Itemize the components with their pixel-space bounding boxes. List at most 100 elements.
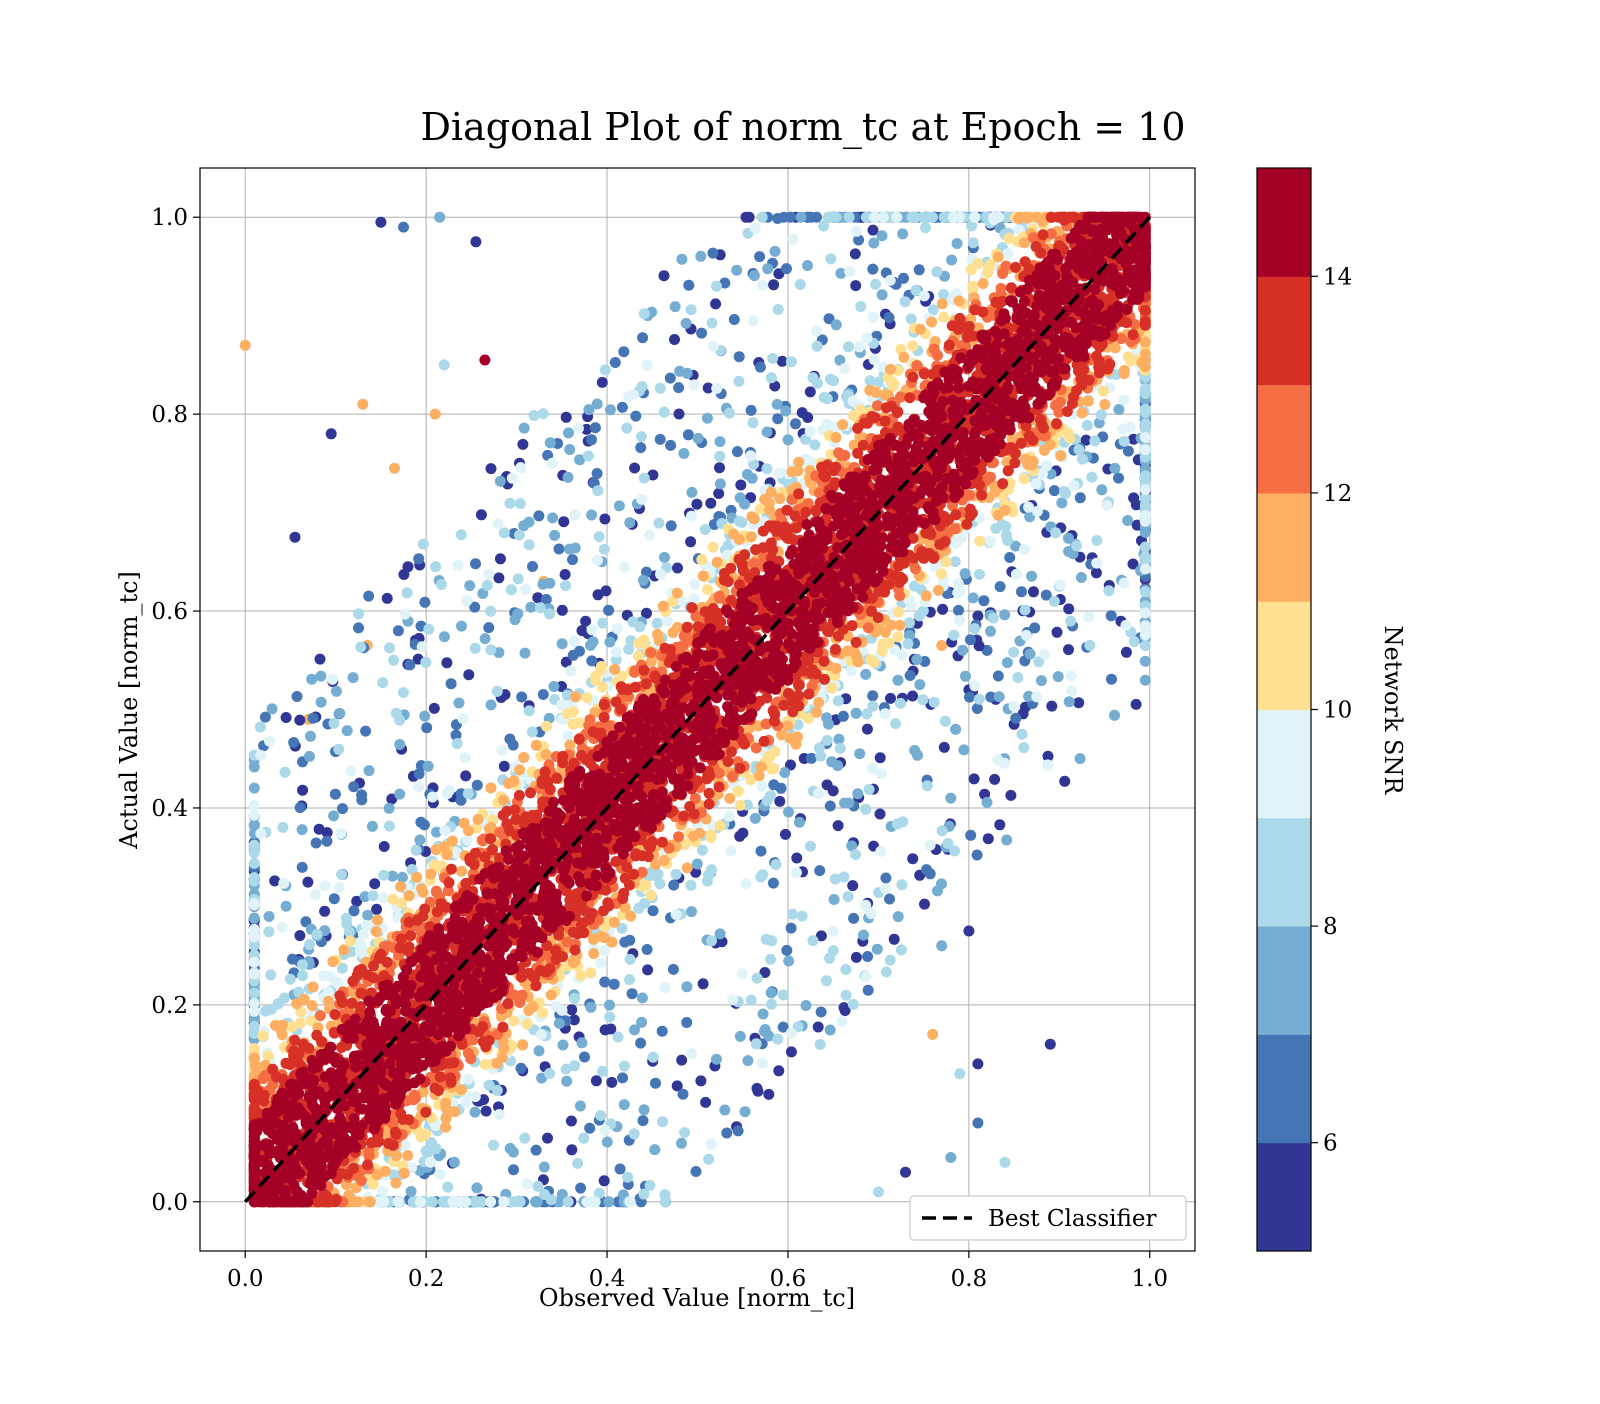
data-point — [390, 1178, 401, 1189]
data-point — [393, 625, 404, 636]
data-point — [689, 579, 700, 590]
data-point — [1122, 515, 1133, 526]
data-point — [570, 543, 581, 554]
data-point — [435, 1169, 446, 1180]
data-point — [686, 906, 697, 917]
data-point — [755, 362, 766, 373]
data-point — [814, 865, 825, 876]
data-point — [782, 721, 793, 732]
data-point — [486, 699, 497, 710]
data-point — [451, 1196, 462, 1207]
data-point — [419, 711, 430, 722]
data-point — [880, 873, 891, 884]
data-point — [880, 627, 891, 638]
data-point — [508, 740, 519, 751]
data-point — [735, 1031, 746, 1042]
data-point — [852, 788, 863, 799]
data-point — [668, 964, 679, 975]
data-point — [844, 266, 855, 277]
data-point — [692, 859, 703, 870]
data-point — [599, 712, 610, 723]
data-point — [912, 750, 923, 761]
data-point — [302, 877, 313, 888]
data-point — [607, 937, 618, 948]
data-point — [1000, 1157, 1011, 1168]
data-point — [1049, 485, 1060, 496]
data-point — [1066, 685, 1077, 696]
data-point — [1025, 649, 1036, 660]
data-point — [958, 744, 969, 755]
data-point — [564, 444, 575, 455]
data-point — [787, 466, 798, 477]
data-point — [1055, 450, 1066, 461]
data-point — [659, 552, 670, 563]
data-point — [369, 878, 380, 889]
data-point — [480, 633, 491, 644]
data-point — [695, 251, 706, 262]
data-point — [588, 948, 599, 959]
data-point — [568, 650, 579, 661]
data-point — [755, 872, 766, 883]
data-point — [862, 724, 873, 735]
data-point — [676, 1138, 687, 1149]
data-point — [612, 623, 623, 634]
data-point — [725, 845, 736, 856]
data-point — [503, 778, 514, 789]
data-point — [715, 478, 726, 489]
data-point — [281, 901, 292, 912]
data-point — [575, 1101, 586, 1112]
data-point — [507, 473, 518, 484]
data-point — [499, 527, 510, 538]
data-point — [783, 807, 794, 818]
data-point — [802, 412, 813, 423]
data-point — [706, 1139, 717, 1150]
data-point — [1059, 776, 1070, 787]
data-point — [907, 691, 918, 702]
data-point — [624, 935, 635, 946]
data-point — [711, 383, 722, 394]
data-point — [618, 346, 629, 357]
data-point — [1063, 603, 1074, 614]
data-point — [1113, 404, 1124, 415]
data-point — [937, 825, 948, 836]
data-point — [600, 365, 611, 376]
data-point — [355, 642, 366, 653]
data-point — [896, 879, 907, 890]
data-point — [297, 862, 308, 873]
data-point — [826, 683, 837, 694]
data-point — [574, 717, 585, 728]
data-point — [831, 432, 842, 443]
data-point — [1119, 436, 1130, 447]
data-point — [739, 499, 750, 510]
data-point — [1026, 571, 1037, 582]
data-point — [1045, 1039, 1056, 1050]
data-point — [587, 624, 598, 635]
data-point — [724, 811, 735, 822]
data-point — [562, 730, 573, 741]
data-point — [748, 417, 759, 428]
data-point — [294, 930, 305, 941]
data-point — [945, 1152, 956, 1163]
data-point — [398, 569, 409, 580]
data-point — [893, 675, 904, 686]
data-point — [733, 786, 744, 797]
data-point — [1020, 454, 1031, 465]
data-point — [277, 922, 288, 933]
data-point — [848, 913, 859, 924]
data-point — [1140, 355, 1151, 366]
data-point — [362, 1159, 373, 1170]
data-point — [563, 472, 574, 483]
data-point — [711, 281, 722, 292]
data-point — [488, 1140, 499, 1151]
data-point — [452, 738, 463, 749]
data-point — [757, 280, 768, 291]
data-point — [830, 874, 841, 885]
data-point — [264, 736, 275, 747]
data-point — [422, 1147, 433, 1158]
data-point — [954, 212, 965, 223]
data-point — [249, 1006, 260, 1017]
data-point — [770, 746, 781, 757]
data-point — [686, 602, 697, 613]
data-point — [1084, 640, 1095, 651]
data-point — [574, 734, 585, 745]
